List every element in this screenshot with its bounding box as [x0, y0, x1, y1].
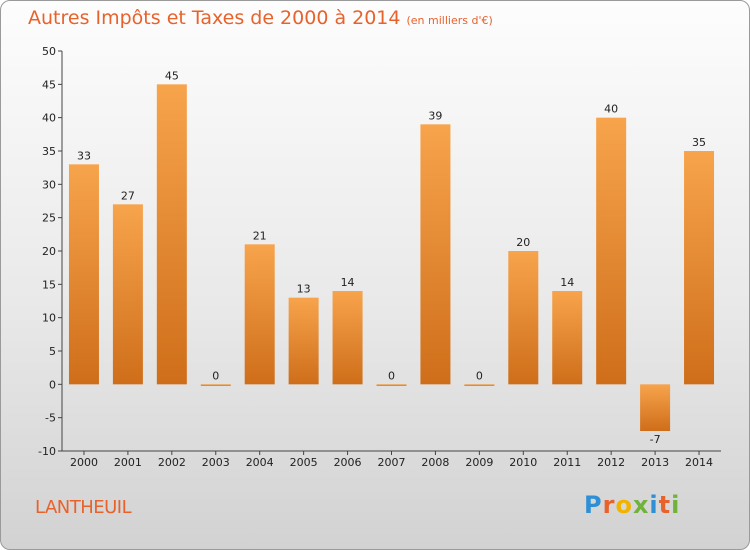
unit-label: (en milliers d'€) — [406, 14, 493, 27]
data-label: 40 — [604, 103, 618, 116]
x-tick-label: 2009 — [465, 456, 493, 469]
data-label: 39 — [428, 109, 442, 122]
bar — [420, 124, 451, 385]
y-tick-label: 10 — [42, 312, 56, 325]
x-tick-label: 2011 — [553, 456, 581, 469]
bar — [684, 151, 715, 385]
logo-letter: x — [632, 491, 650, 519]
bars — [68, 84, 715, 431]
data-label: 27 — [121, 189, 135, 202]
chart-title: Autres Impôts et Taxes de 2000 à 2014 — [28, 7, 401, 29]
x-tick-label: 2014 — [685, 456, 713, 469]
y-tick-label: -10 — [38, 445, 56, 458]
logo-letter: i — [649, 491, 659, 519]
data-label: 35 — [692, 136, 706, 149]
value-labels: 33 27 45 0 21 13 14 0 39 0 20 14 40 -7 35 — [77, 69, 706, 446]
logo-letter: t — [658, 491, 672, 519]
y-tick-label: 50 — [42, 45, 56, 58]
y-tick-label: 20 — [42, 245, 56, 258]
x-tick-label: 2008 — [421, 456, 449, 469]
data-label: 0 — [476, 369, 483, 382]
bar — [464, 384, 495, 386]
x-tick-label: 2003 — [202, 456, 230, 469]
x-tick-label: 2012 — [597, 456, 625, 469]
data-label: -7 — [650, 433, 661, 446]
logo-letter: P — [584, 491, 603, 519]
y-tick-label: 0 — [49, 378, 56, 391]
logo-letter: o — [615, 491, 633, 519]
x-tick-label: 2002 — [158, 456, 186, 469]
y-tick-label: 30 — [42, 178, 56, 191]
x-tick-label: 2000 — [70, 456, 98, 469]
x-tick-label: 2010 — [509, 456, 537, 469]
y-tick-label: 45 — [42, 78, 56, 91]
y-tick-label: 5 — [49, 345, 56, 358]
x-tick-label: 2005 — [290, 456, 318, 469]
data-label: 0 — [388, 369, 395, 382]
y-tick-label: 35 — [42, 145, 56, 158]
logo-letter: r — [602, 491, 616, 519]
data-label: 33 — [77, 149, 91, 162]
x-tick-label: 2007 — [378, 456, 406, 469]
bar — [376, 384, 407, 386]
y-tick-label: 15 — [42, 278, 56, 291]
data-label: 0 — [212, 369, 219, 382]
proxiti-logo: Proxiti — [584, 491, 680, 519]
data-label: 45 — [165, 69, 179, 82]
data-label: 14 — [560, 276, 574, 289]
x-tick-label: 2006 — [334, 456, 362, 469]
logo-letter: i — [671, 491, 681, 519]
bar — [596, 117, 627, 385]
bar — [332, 291, 363, 385]
bar — [288, 297, 319, 385]
bar — [552, 291, 583, 385]
data-label: 13 — [297, 283, 311, 296]
bar — [156, 84, 187, 385]
x-tick-label: 2013 — [641, 456, 669, 469]
x-tick-label: 2004 — [246, 456, 274, 469]
place-name: LANTHEUIL — [35, 497, 132, 518]
data-label: 20 — [516, 236, 530, 249]
y-tick-label: -5 — [45, 412, 56, 425]
bar — [200, 384, 231, 386]
bar — [68, 164, 99, 385]
y-tick-label: 25 — [42, 212, 56, 225]
x-tick-label: 2001 — [114, 456, 142, 469]
data-label: 21 — [253, 229, 267, 242]
data-label: 14 — [341, 276, 355, 289]
y-tick-label: 40 — [42, 112, 56, 125]
bar — [508, 251, 539, 385]
bar — [640, 384, 671, 431]
bar — [112, 204, 143, 385]
title-block: Autres Impôts et Taxes de 2000 à 2014 (en… — [28, 7, 493, 29]
bar — [244, 244, 275, 385]
